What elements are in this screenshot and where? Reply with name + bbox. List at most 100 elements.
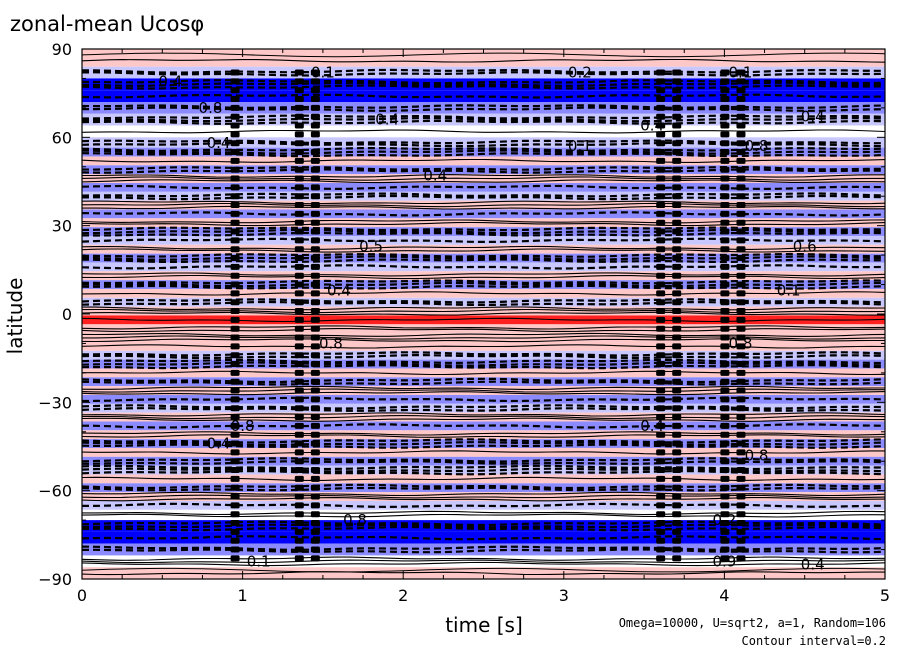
contour-line xyxy=(81,104,886,109)
streak-mark xyxy=(672,316,682,323)
streak-mark xyxy=(294,255,304,262)
contour-line xyxy=(81,93,886,99)
streak-mark xyxy=(672,520,682,527)
streak-mark xyxy=(736,537,746,544)
x-axis-label: time [s] xyxy=(445,613,523,637)
contour-line xyxy=(81,476,886,481)
contour-line xyxy=(81,351,886,357)
contour-line xyxy=(81,391,886,396)
streak-mark xyxy=(720,78,730,85)
contour-line xyxy=(81,571,885,576)
streak-mark xyxy=(672,78,682,85)
contour-line xyxy=(81,219,886,224)
contour-line xyxy=(81,258,886,264)
streak-mark xyxy=(294,281,304,288)
streak-mark xyxy=(230,290,240,297)
streak-mark xyxy=(672,272,682,279)
streak-mark xyxy=(656,210,666,217)
streak-mark xyxy=(294,149,304,156)
streak-mark xyxy=(230,502,240,509)
streak-mark xyxy=(672,475,682,482)
streak-mark xyxy=(656,440,666,447)
streak-mark xyxy=(230,520,240,527)
contour-line xyxy=(81,353,886,360)
fill-band xyxy=(82,147,885,157)
contour-line xyxy=(82,510,886,516)
contour-label: 0.4 xyxy=(423,167,447,185)
contour-line xyxy=(81,149,886,155)
streak-mark xyxy=(672,422,682,429)
edge-contours xyxy=(81,52,886,573)
streak-mark xyxy=(720,263,730,270)
streak-mark xyxy=(294,458,304,465)
streak-mark xyxy=(310,555,320,562)
streak-mark xyxy=(672,104,682,111)
streak-mark xyxy=(294,325,304,332)
streak-mark xyxy=(672,334,682,341)
streak-mark xyxy=(294,131,304,138)
streak-mark xyxy=(736,316,746,323)
fill-band xyxy=(82,49,885,67)
streak-mark xyxy=(310,228,320,235)
streak-mark xyxy=(672,96,682,103)
y-tick-label: 60 xyxy=(52,128,72,147)
streak-mark xyxy=(736,502,746,509)
streak-mark xyxy=(294,431,304,438)
streak-mark xyxy=(294,405,304,412)
streak-mark xyxy=(230,78,240,85)
streak-mark xyxy=(656,343,666,350)
streak-mark xyxy=(656,166,666,173)
streak-mark xyxy=(656,122,666,129)
streak-mark xyxy=(230,405,240,412)
streak-mark xyxy=(672,237,682,244)
contour-line xyxy=(81,317,886,323)
contour-line xyxy=(81,344,886,349)
streak-mark xyxy=(656,263,666,270)
streak-mark xyxy=(310,104,320,111)
streak-mark xyxy=(720,431,730,438)
streak-mark xyxy=(230,555,240,562)
contour-line xyxy=(81,388,885,393)
streak-mark xyxy=(672,387,682,394)
streak-mark xyxy=(656,193,666,200)
fill-band xyxy=(82,430,885,440)
streak-mark xyxy=(294,87,304,94)
contour-line xyxy=(81,328,886,333)
fill-band xyxy=(82,235,885,245)
streak-mark xyxy=(672,157,682,164)
streak-mark xyxy=(310,396,320,403)
contour-label: 0.5 xyxy=(359,237,383,255)
streak-mark xyxy=(310,343,320,350)
streak-mark xyxy=(672,140,682,147)
streak-mark xyxy=(720,122,730,129)
streak-mark xyxy=(720,202,730,209)
streak-mark xyxy=(656,131,666,138)
y-tick-label: −90 xyxy=(38,570,72,589)
streak-mark xyxy=(294,193,304,200)
contour-line xyxy=(81,228,886,235)
streak-mark xyxy=(656,431,666,438)
streak-mark xyxy=(230,431,240,438)
streak-mark xyxy=(294,122,304,129)
y-tick-label: −60 xyxy=(38,482,72,501)
axis-ticks: 0 1 2 3 4 5 90 60 30 0 −30 −60 −90 xyxy=(38,40,890,605)
streak-mark xyxy=(672,210,682,217)
streak-mark xyxy=(672,299,682,306)
streak-mark xyxy=(310,131,320,138)
contour-line xyxy=(81,192,886,198)
contour-line xyxy=(81,311,885,316)
streak-mark xyxy=(720,475,730,482)
streak-mark xyxy=(656,113,666,120)
streak-mark xyxy=(672,414,682,421)
streak-mark xyxy=(656,299,666,306)
contour-line xyxy=(81,361,886,367)
contour-line xyxy=(81,71,886,77)
contour-line xyxy=(81,434,886,438)
contour-label: 0.8 xyxy=(319,334,343,352)
streak-mark xyxy=(310,290,320,297)
contour-line xyxy=(81,548,886,554)
streak-mark xyxy=(310,511,320,518)
streak-mark xyxy=(230,166,240,173)
streak-mark xyxy=(672,396,682,403)
streak-mark xyxy=(736,308,746,315)
